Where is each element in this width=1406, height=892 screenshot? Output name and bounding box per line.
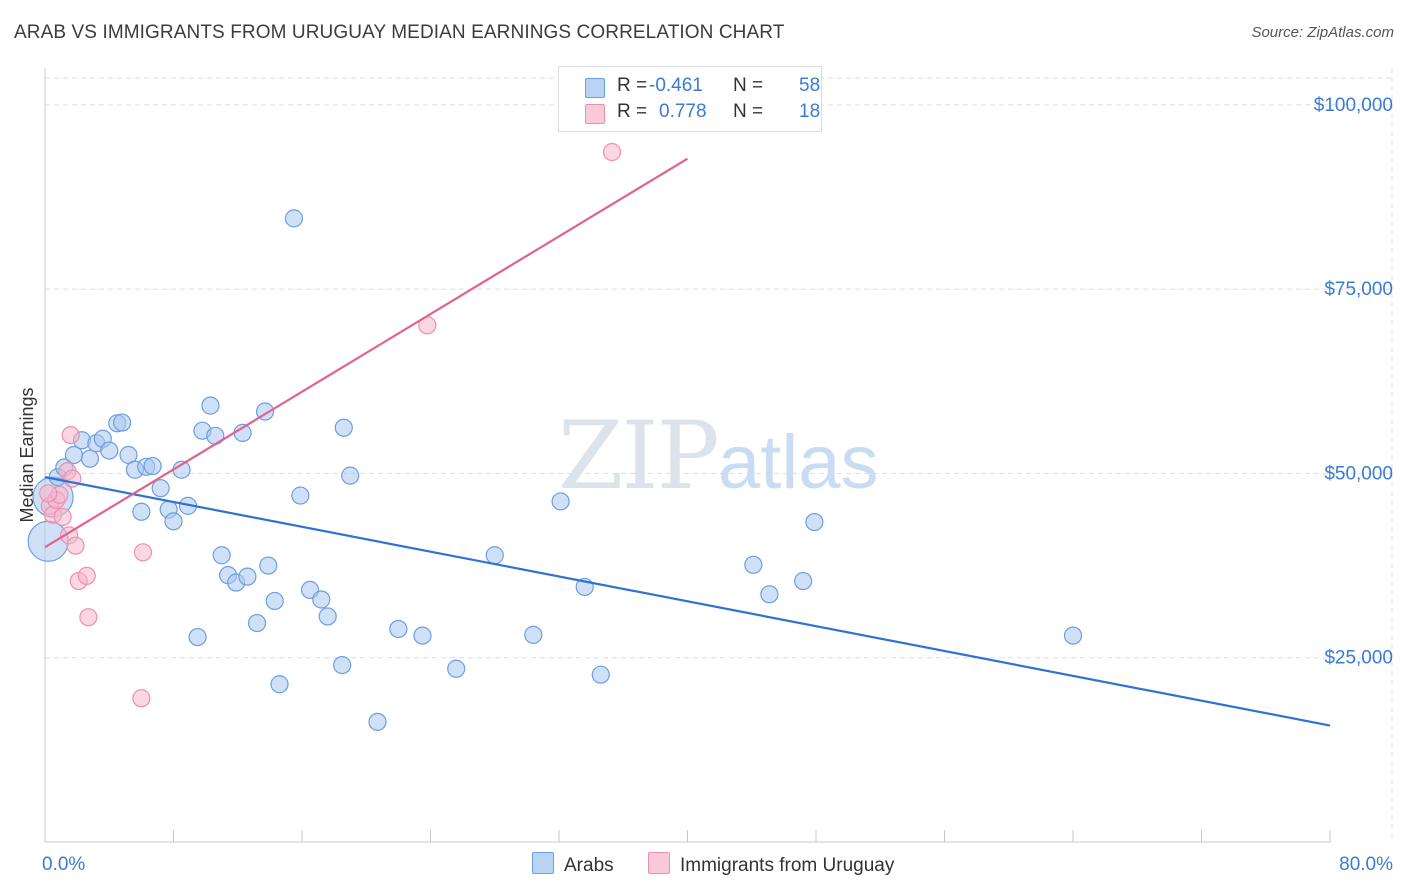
uruguay-point — [602, 142, 622, 162]
y-axis-label: Median Earnings — [17, 387, 37, 522]
arabs-point — [1063, 626, 1083, 645]
uruguay-point — [79, 608, 98, 627]
uruguay-point — [39, 484, 58, 503]
arabs-point — [389, 619, 408, 639]
arabs-point — [291, 486, 310, 505]
y-tick-label: $25,000 — [1324, 648, 1393, 669]
uruguay-swatch — [585, 104, 605, 124]
arabs-point — [485, 546, 504, 565]
chart-title: ARAB VS IMMIGRANTS FROM URUGUAY MEDIAN E… — [14, 22, 785, 43]
arabs-point — [247, 613, 267, 633]
uruguay-point — [77, 566, 96, 585]
arabs-point — [760, 585, 779, 604]
arabs-swatch — [585, 78, 605, 98]
arabs-point — [201, 396, 220, 415]
arabs-point — [341, 466, 360, 485]
uruguay-legend-swatch — [648, 852, 670, 874]
watermark-zip: ZIP — [558, 402, 718, 511]
uruguay-legend-label: Immigrants from Uruguay — [680, 855, 895, 876]
legend-r-value-arabs: -0.461 — [649, 75, 703, 96]
arabs-trend-line — [44, 476, 1331, 727]
bottom-legend-uruguay: Immigrants from Uruguay — [648, 852, 894, 877]
arabs-point — [333, 655, 352, 675]
arabs-point — [151, 479, 170, 498]
arabs-legend-label: Arabs — [564, 855, 614, 876]
correlation-legend: R = -0.461 N = 58 R = 0.778 N = 18 — [558, 66, 822, 132]
legend-n-value-uruguay: 18 — [799, 101, 821, 122]
arabs-point — [188, 627, 207, 647]
source-note: Source: ZipAtlas.com — [1251, 24, 1394, 41]
legend-n-label: N = — [733, 101, 764, 122]
arabs-point — [238, 567, 257, 586]
watermark-atlas: atlas — [718, 420, 879, 505]
arabs-point — [284, 209, 304, 228]
arabs-point — [551, 492, 570, 511]
arabs-point — [112, 413, 132, 432]
uruguay-point — [66, 536, 85, 555]
arabs-point — [805, 512, 824, 532]
x-tick-label-max: 80.0% — [1339, 854, 1393, 875]
legend-n-value-arabs: 58 — [799, 75, 821, 96]
arabs-point — [259, 556, 278, 575]
legend-r-value-uruguay: 0.778 — [659, 101, 707, 122]
arabs-point — [312, 590, 331, 609]
legend-n-label: N = — [733, 75, 764, 96]
x-tick-label-min: 0.0% — [42, 854, 85, 875]
arabs-point — [524, 625, 543, 644]
arabs-point — [447, 659, 466, 678]
arabs-point — [100, 441, 119, 460]
arabs-point — [80, 449, 100, 468]
y-tick-label: $50,000 — [1324, 463, 1393, 484]
arabs-point — [132, 502, 151, 521]
legend-r-label: R = — [617, 75, 648, 96]
arabs-legend-swatch — [532, 852, 554, 874]
arabs-point — [413, 626, 432, 645]
bottom-legend-arabs: Arabs — [532, 852, 614, 877]
arabs-point — [744, 555, 763, 574]
arabs-point — [212, 546, 231, 565]
legend-r-label: R = — [617, 101, 648, 122]
arabs-point — [794, 571, 813, 591]
arabs-point — [265, 591, 284, 611]
arabs-point — [368, 712, 387, 731]
uruguay-point — [53, 507, 72, 527]
uruguay-point — [61, 425, 80, 445]
arabs-point — [143, 456, 162, 476]
uruguay-point — [132, 689, 151, 708]
arabs-point — [334, 418, 353, 437]
y-tick-label: $75,000 — [1324, 279, 1393, 300]
uruguay-point — [133, 543, 153, 562]
arabs-point — [164, 512, 183, 531]
arabs-point — [318, 607, 337, 626]
uruguay-trend-line — [44, 157, 689, 549]
arabs-point — [591, 665, 610, 684]
arabs-point — [270, 675, 289, 694]
y-tick-label: $100,000 — [1314, 95, 1393, 116]
